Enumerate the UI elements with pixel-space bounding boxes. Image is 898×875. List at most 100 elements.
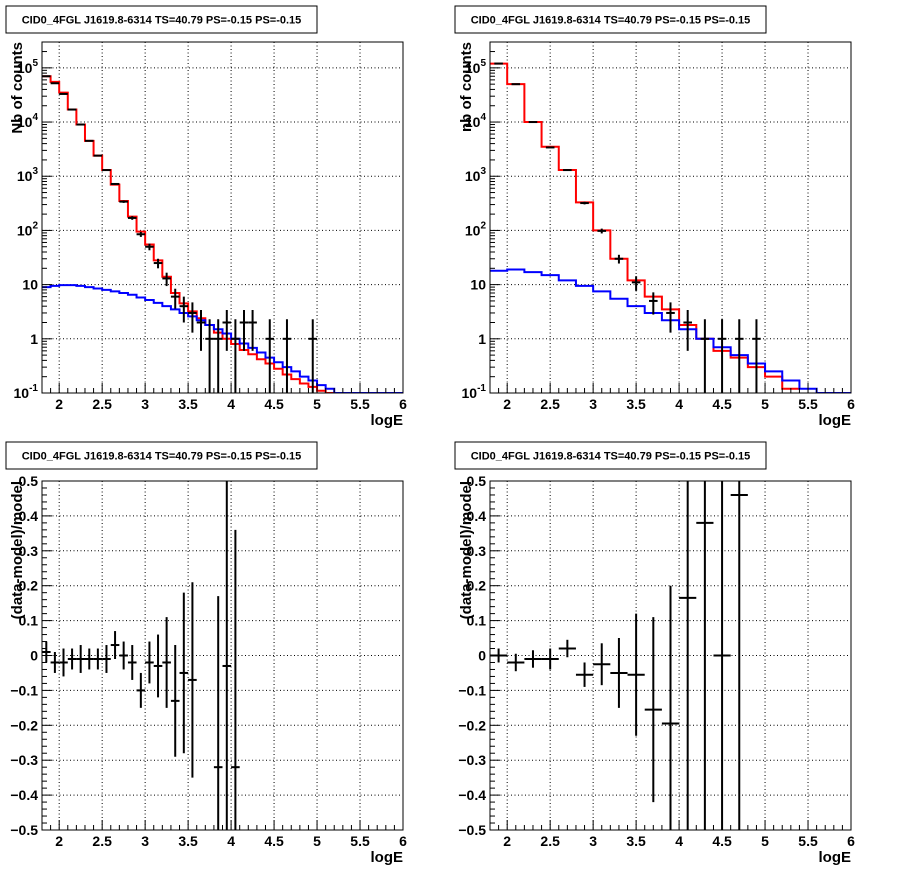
data-point [153,258,163,269]
panel-title-box [454,441,767,470]
panel-title-box [5,5,318,34]
panel-title: CID0_4FGL J1619.8-6314 TS=40.79 PS=-0.15… [22,15,302,27]
x-tick-label: 4 [227,396,235,412]
data-point [614,254,624,264]
data-point [50,652,60,673]
y-tick-label: 10-1 [14,383,39,401]
x-tick-label: 3.5 [626,396,646,412]
data-point [231,529,240,830]
x-tick-label: 2 [503,833,511,849]
plot-area [42,481,240,830]
grid [42,481,403,830]
series-3-points [42,75,318,393]
data-point [563,169,572,172]
plot-area [490,62,851,393]
data-point [580,201,589,205]
data-point [631,276,641,291]
y-tick-label: −0.1 [458,682,486,698]
data-point [649,292,658,315]
data-point [661,585,680,830]
plot-area [490,481,748,830]
x-tick-label: 5 [761,396,769,412]
data-point [170,645,180,757]
data-point [196,310,206,351]
y-tick-label: 0.1 [467,613,487,629]
grid [490,42,851,393]
data-point [170,288,180,309]
data-point [136,672,146,708]
y-tick-label: 10 [22,277,38,293]
grid [42,42,403,393]
panel-3: CID0_4FGL J1619.8-6314 TS=40.79 PS=-0.15… [5,441,407,866]
x-tick-label: 4 [675,833,683,849]
x-tick-label: 5.5 [350,833,370,849]
y-tick-label: 0.4 [19,508,39,524]
x-tick-label: 5.5 [350,396,370,412]
y-tick-label: 0.1 [19,613,39,629]
x-tick-label: 3.5 [178,833,198,849]
data-point [558,639,576,658]
x-tick-label: 5.5 [798,396,818,412]
data-point [752,319,761,393]
series-1-points [42,481,240,830]
x-axis [489,820,852,830]
y-tick-label: −0.1 [10,682,38,698]
panel-title-box [5,441,318,470]
x-axis-title: logE [371,849,404,866]
grid [490,481,851,830]
y-tick-label: −0.5 [458,822,486,838]
data-point [597,228,607,234]
data-point [67,648,77,670]
y-tick-label: 104 [17,112,39,130]
x-tick-label: 4.5 [264,396,284,412]
y-axis [490,480,500,831]
y-tick-label: 0.4 [467,508,487,524]
data-point [213,319,223,393]
data-point [179,592,189,754]
data-point [127,645,137,680]
data-point [248,310,257,351]
y-tick-label: 1 [478,331,486,347]
data-point [110,631,120,659]
panel-title: CID0_4FGL J1619.8-6314 TS=40.79 PS=-0.15… [22,451,302,463]
data-point [93,648,103,670]
x-tick-label: 3 [589,833,597,849]
data-point [239,310,249,351]
x-tick-label: 6 [399,396,407,412]
y-axis-title: (data-model)/model [9,481,26,619]
data-point [734,319,744,393]
x-tick-label: 5 [761,833,769,849]
data-point [575,662,594,687]
data-point [308,319,318,393]
data-point [162,272,171,287]
x-tick-label: 6 [847,396,855,412]
x-axis [489,383,852,393]
y-tick-label: 0.3 [467,543,487,559]
data-point [222,481,232,830]
x-axis-title: logE [371,412,404,429]
data-point [110,182,120,185]
y-axis [42,41,52,394]
x-tick-label: 4 [227,833,235,849]
y-axis-title: (data-model)/model [458,481,475,619]
y-tick-label: 103 [17,166,39,184]
data-point [700,319,710,393]
data-point [59,648,68,677]
data-point [265,319,275,393]
y-tick-label: −0.3 [10,752,38,768]
x-tick-label: 2.5 [92,396,112,412]
y-tick-label: 0.5 [19,473,39,489]
y-tick-label: 10 [470,277,486,293]
data-point [102,169,111,172]
data-point [153,634,163,698]
x-tick-label: 2 [55,833,63,849]
y-axis [42,480,52,831]
panel-title: CID0_4FGL J1619.8-6314 TS=40.79 PS=-0.15… [471,15,751,27]
x-axis-title: logE [819,849,852,866]
y-tick-label: −0.2 [458,717,486,733]
x-tick-label: 2.5 [92,833,112,849]
y-axis-title: nb of counts [458,42,475,132]
y-tick-label: 102 [465,220,487,238]
y-tick-label: 10-1 [462,383,487,401]
